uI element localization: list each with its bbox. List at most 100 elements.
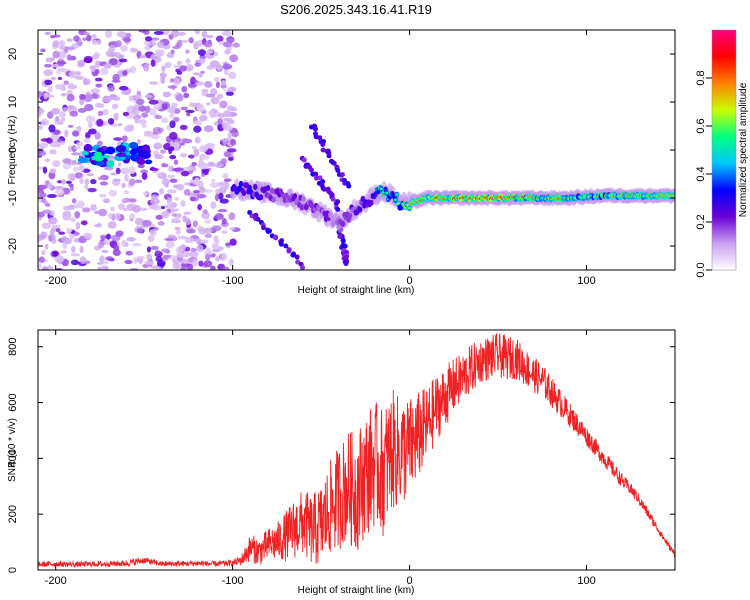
spectrogram-noise-blob bbox=[192, 179, 200, 185]
spectrogram-noise-blob bbox=[86, 34, 92, 42]
spectrogram-trace-core bbox=[393, 198, 398, 202]
spectrogram-noise-blob bbox=[92, 53, 99, 60]
spectrogram-noise-blob bbox=[40, 48, 46, 53]
spectrogram-noise-blob bbox=[44, 203, 51, 207]
spectrogram-noise-blob bbox=[176, 252, 185, 258]
spectrogram-noise-blob bbox=[101, 61, 107, 65]
spectrogram-noise-blob bbox=[102, 198, 110, 204]
spectrogram-noise-blob bbox=[203, 125, 214, 133]
spectrogram-noise-blob bbox=[136, 255, 145, 260]
spectrogram-noise-blob bbox=[86, 173, 94, 177]
spectrogram-x-axis-label: Height of straight line (km) bbox=[298, 285, 415, 296]
spectrogram-noise-blob bbox=[150, 59, 156, 67]
spectrogram-noise-blob bbox=[174, 226, 181, 231]
spectrogram-noise-blob bbox=[148, 99, 159, 105]
spectrogram-streak-blob bbox=[300, 265, 306, 270]
spectrogram-noise-blob bbox=[149, 55, 160, 60]
spectrogram-noise-blob bbox=[111, 96, 121, 101]
spectrogram-noise-blob bbox=[144, 260, 155, 266]
spectrogram-noise-blob bbox=[214, 213, 224, 220]
spectrogram-noise-blob bbox=[180, 106, 188, 111]
spectrogram-x-tick-label: -100 bbox=[222, 275, 244, 287]
spectrogram-noise-blob bbox=[71, 198, 77, 204]
spectrogram-noise-blob bbox=[131, 204, 141, 213]
spectrogram-noise-blob bbox=[194, 136, 201, 144]
spectrogram-trace-core bbox=[672, 195, 675, 198]
spectrogram-noise-blob bbox=[133, 256, 138, 264]
spectrogram-noise-blob bbox=[207, 161, 216, 167]
spectrogram-noise-blob bbox=[203, 260, 213, 268]
spectrogram-streak-blob bbox=[312, 126, 318, 132]
spectrogram-noise-blob bbox=[79, 98, 85, 106]
spectrogram-noise-blob bbox=[198, 57, 206, 65]
spectrogram-noise-blob bbox=[72, 166, 80, 172]
snr-y-axis-label: SNR (10 * v/v) bbox=[7, 418, 18, 482]
spectrogram-noise-blob bbox=[55, 228, 61, 233]
spectrogram-noise-blob bbox=[146, 246, 152, 253]
spectrogram-noise-blob bbox=[70, 217, 77, 223]
spectrogram-trace-mid bbox=[292, 193, 298, 200]
spectrogram-noise-blob bbox=[189, 251, 199, 257]
spectrogram-noise-blob bbox=[69, 110, 79, 117]
spectrogram-noise-blob bbox=[66, 38, 73, 42]
spectrogram-x-tick-label: -200 bbox=[45, 275, 67, 287]
spectrogram-noise-blob bbox=[155, 50, 163, 58]
spectrogram-noise-blob bbox=[63, 80, 69, 85]
spectrogram-noise-blob bbox=[41, 198, 47, 203]
spectrogram-trace-core bbox=[396, 202, 400, 205]
spectrogram-noise-blob bbox=[228, 258, 234, 267]
spectrogram-noise-blob bbox=[219, 100, 228, 109]
spectrogram-noise-blob bbox=[173, 78, 181, 86]
spectrogram-streak-blob bbox=[320, 141, 326, 147]
spectrogram-noise-blob bbox=[164, 237, 174, 242]
spectrogram-trace-mid bbox=[329, 213, 334, 220]
spectrogram-noise-blob bbox=[188, 192, 198, 198]
spectrogram-noise-blob bbox=[55, 116, 60, 122]
spectrogram-noise-blob bbox=[47, 85, 53, 93]
spectrogram-noise-blob bbox=[90, 88, 101, 94]
spectrogram-noise-blob bbox=[44, 79, 53, 86]
spectrogram-noise-blob bbox=[134, 117, 140, 124]
spectrogram-streak-blob bbox=[261, 225, 267, 231]
spectrogram-noise-blob bbox=[155, 266, 161, 270]
spectrogram-noise-blob bbox=[126, 236, 136, 242]
snr-y-tick-label: 0 bbox=[7, 567, 19, 573]
spectrogram-noise-blob bbox=[128, 95, 134, 102]
spectrogram-noise-blob bbox=[115, 212, 121, 221]
spectrogram-noise-blob bbox=[96, 140, 103, 147]
spectrogram-noise-blob bbox=[196, 193, 207, 199]
spectrogram-noise-blob bbox=[124, 259, 133, 265]
spectrogram-noise-blob bbox=[96, 118, 104, 127]
spectrogram-noise-blob bbox=[205, 93, 215, 98]
spectrogram-noise-blob bbox=[113, 112, 119, 121]
spectrogram-noise-blob bbox=[210, 201, 217, 210]
spectrogram-noise-blob bbox=[227, 38, 235, 43]
spectrogram-noise-blob bbox=[94, 60, 100, 69]
spectrogram-noise-blob bbox=[182, 39, 189, 43]
spectrogram-noise-blob bbox=[54, 185, 65, 191]
spectrogram-noise-blob bbox=[153, 30, 164, 35]
spectrogram-noise-blob bbox=[230, 107, 238, 112]
spectrogram-noise-blob bbox=[121, 135, 128, 143]
snr-x-axis: -200 -100 0 100 bbox=[45, 330, 596, 587]
spectrogram-noise-blob bbox=[163, 142, 172, 151]
spectrogram-noise-blob bbox=[156, 41, 165, 49]
spectrogram-noise-blob bbox=[56, 60, 67, 65]
spectrogram-noise-blob bbox=[144, 105, 151, 114]
snr-y-tick-label: 400 bbox=[7, 449, 19, 467]
spectrogram-noise-blob bbox=[131, 107, 140, 115]
spectrogram-noise-blob bbox=[48, 235, 53, 242]
spectrogram-noise-blob bbox=[118, 123, 123, 127]
spectrogram-noise-blob bbox=[204, 219, 212, 224]
spectrogram-noise-blob bbox=[60, 92, 67, 97]
spectrogram-noise-blob bbox=[103, 238, 112, 246]
spectrogram-noise-blob bbox=[74, 146, 81, 150]
spectrogram-noise-blob bbox=[67, 145, 73, 153]
spectrogram-noise-blob bbox=[92, 39, 98, 46]
spectrogram-noise-blob bbox=[70, 259, 79, 266]
spectrogram-noise-blob bbox=[223, 63, 229, 70]
spectrogram-content bbox=[38, 30, 675, 270]
spectrogram-noise-blob bbox=[198, 158, 204, 167]
spectrogram-streak-blob bbox=[330, 196, 336, 202]
spectrogram-cluster-blob bbox=[136, 159, 146, 165]
